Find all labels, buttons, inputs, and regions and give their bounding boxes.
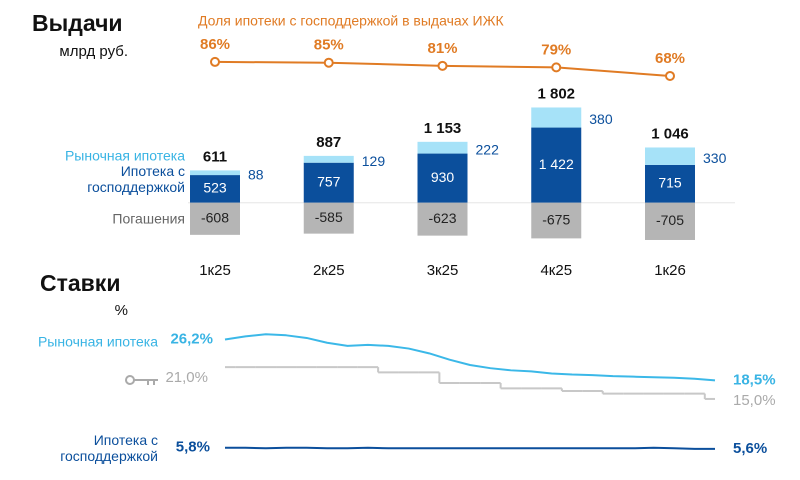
- value-label: -585: [315, 209, 343, 225]
- legend-entry: Рыночная ипотека: [38, 334, 158, 350]
- chart-title: Ставки: [40, 270, 120, 296]
- bar-segment: [531, 107, 582, 128]
- value-label: 222: [476, 141, 500, 157]
- value-label: -608: [201, 209, 229, 225]
- value-label: 380: [589, 111, 613, 127]
- total-label: 1 046: [651, 125, 689, 142]
- x-tick-label: 1к26: [654, 262, 686, 279]
- chart-subtitle: млрд руб.: [59, 43, 128, 60]
- x-tick-label: 2к25: [313, 262, 345, 279]
- value-label: 757: [317, 173, 341, 189]
- step-riser: [377, 367, 706, 399]
- value-label: 1 422: [539, 156, 574, 172]
- bar-segment: [417, 153, 468, 203]
- chart-subtitle: %: [115, 302, 128, 319]
- share-point: [323, 57, 334, 68]
- share-label: 68%: [655, 50, 685, 67]
- bar-segment: [303, 162, 354, 203]
- share-point: [210, 56, 220, 67]
- bar-segment: [645, 202, 695, 240]
- value-label: -675: [542, 211, 570, 227]
- bar-segment: [190, 175, 240, 203]
- x-tick-label: 3к25: [427, 262, 459, 279]
- share-point: [551, 62, 562, 73]
- end-label: 18,5%: [733, 371, 776, 388]
- x-tick-label: 4к25: [540, 262, 572, 279]
- total-label: 1 153: [424, 120, 462, 137]
- chart-title: Выдачи: [32, 10, 123, 36]
- value-label: 523: [203, 180, 227, 196]
- share-label: 86%: [200, 36, 230, 53]
- end-label: 5,6%: [733, 440, 767, 457]
- bar-segment: [645, 164, 695, 203]
- bar-segment: [645, 147, 695, 165]
- share-label: 79%: [541, 41, 571, 58]
- bar-segment: [531, 127, 582, 203]
- legend-entry: Погашения: [112, 211, 185, 227]
- x-tick-label: 1к25: [199, 262, 231, 279]
- bar-segment: [190, 202, 240, 235]
- end-label: 15,0%: [733, 392, 776, 409]
- bar-segment: [417, 202, 468, 236]
- share-point: [437, 60, 448, 71]
- start-label: 26,2%: [170, 331, 213, 348]
- value-label: -623: [428, 210, 456, 226]
- share-point: [665, 70, 675, 81]
- bar-segment: [303, 202, 354, 234]
- total-label: 1 802: [537, 85, 575, 102]
- share-label: 81%: [427, 40, 457, 57]
- bar-segment: [417, 141, 468, 154]
- key-icon: [125, 375, 158, 385]
- value-label: 88: [248, 166, 264, 182]
- bar-segment: [531, 202, 582, 239]
- bar-segment: [303, 155, 354, 163]
- rate-line: [224, 333, 716, 382]
- legend-entry: Рыночная ипотека: [65, 148, 185, 164]
- value-label: 129: [362, 153, 386, 169]
- bar-segment: [190, 170, 240, 176]
- start-label: 21,0%: [165, 369, 208, 386]
- value-label: 930: [431, 169, 455, 185]
- share-label: 85%: [314, 37, 344, 54]
- legend-entry: Ипотека с господдержкой: [87, 163, 185, 195]
- total-label: 611: [203, 148, 227, 165]
- series-name: Доля ипотеки с господдержкой в выдачах И…: [198, 13, 505, 29]
- total-label: 887: [316, 134, 341, 151]
- rate-line: [225, 446, 715, 450]
- value-label: -705: [656, 212, 684, 228]
- legend-entry: Ипотека с господдержкой: [60, 432, 158, 464]
- start-label: 5,8%: [176, 439, 210, 456]
- value-label: 715: [658, 175, 682, 191]
- value-label: 330: [703, 150, 727, 166]
